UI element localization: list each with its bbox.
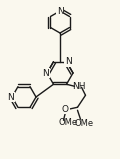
- Text: N: N: [8, 93, 14, 101]
- Text: N: N: [57, 7, 63, 15]
- Text: NH: NH: [72, 82, 85, 91]
- Text: N: N: [42, 69, 49, 77]
- Text: N: N: [65, 57, 71, 66]
- Text: O: O: [62, 105, 69, 114]
- Text: OMe: OMe: [75, 119, 94, 128]
- Text: OMe: OMe: [59, 118, 78, 127]
